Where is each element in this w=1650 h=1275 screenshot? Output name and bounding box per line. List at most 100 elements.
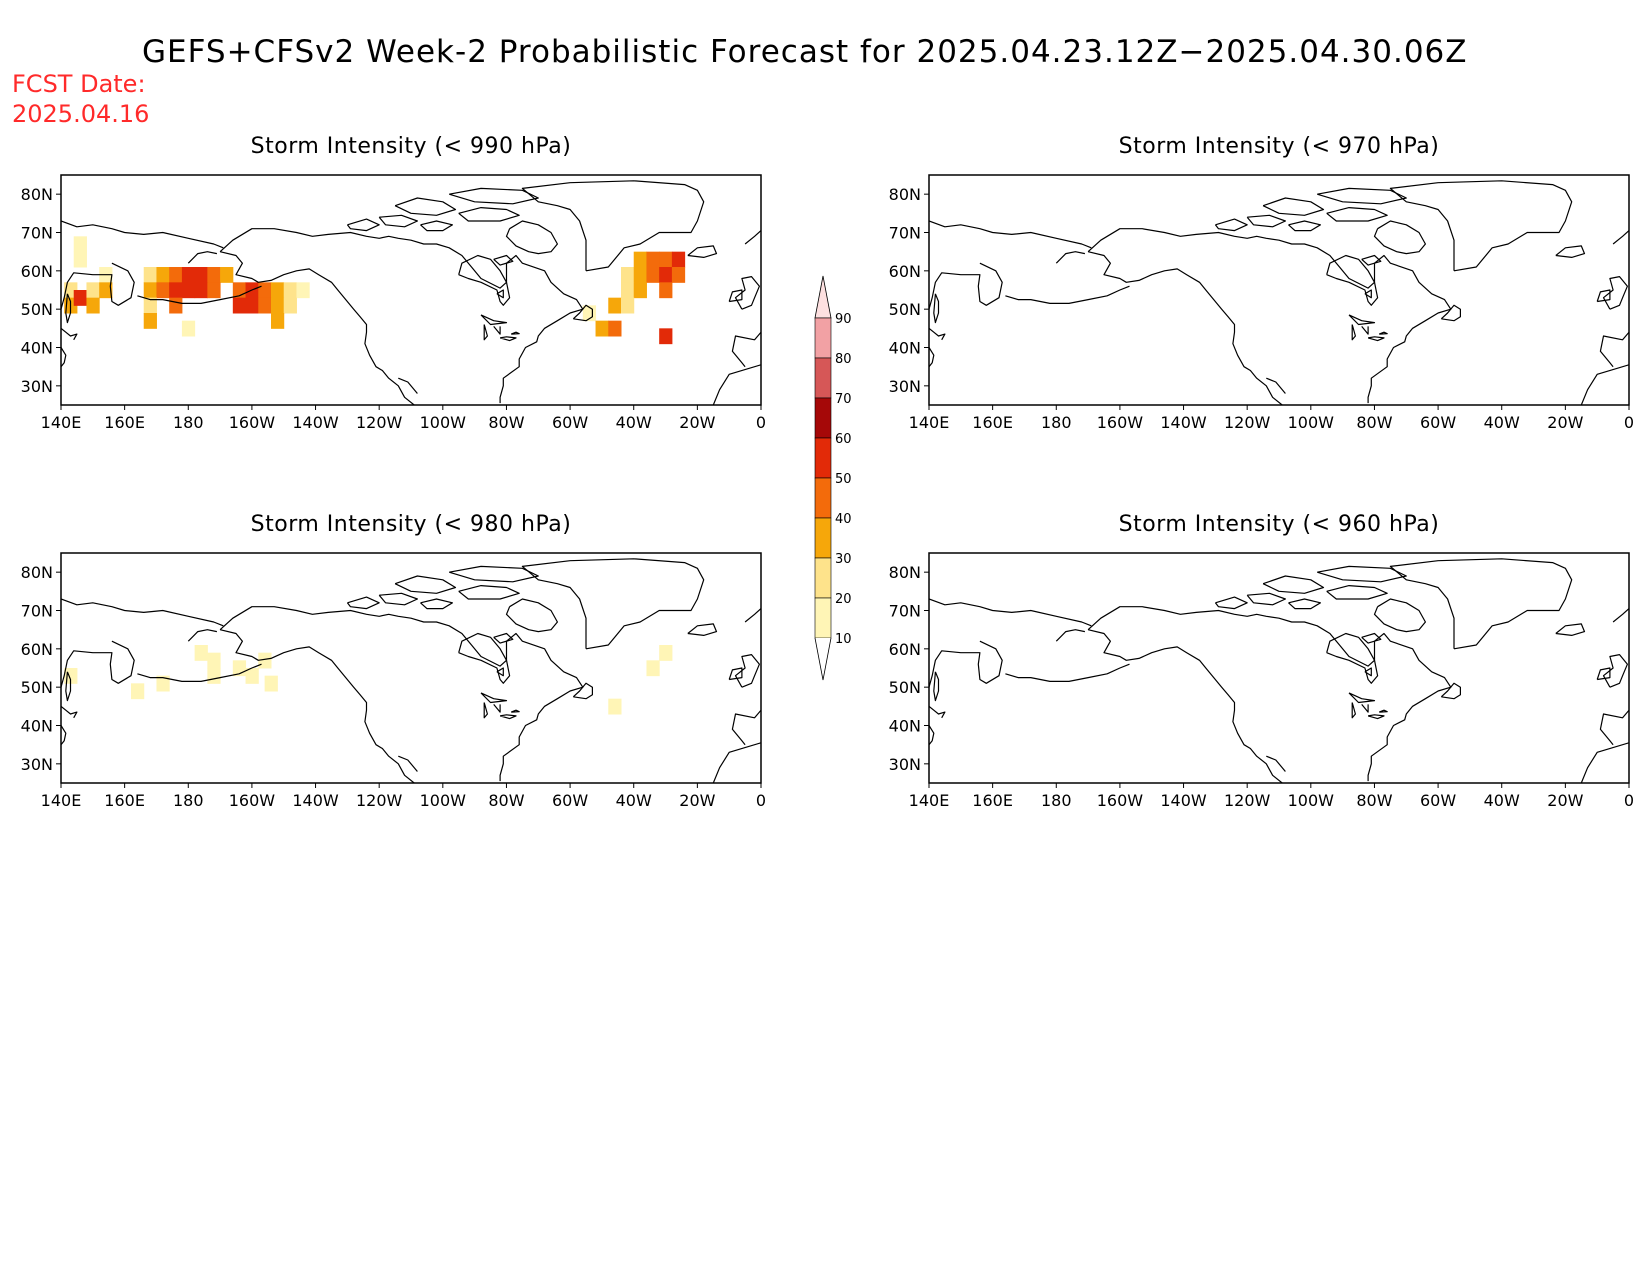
coastline	[1389, 558, 1573, 650]
coastline	[61, 347, 67, 368]
coastline	[728, 667, 743, 681]
coastline	[734, 276, 760, 310]
coastline	[346, 218, 380, 232]
coastline	[378, 214, 418, 228]
probability-cell	[245, 297, 259, 314]
colorbar-band	[814, 557, 832, 599]
coastline	[1351, 702, 1356, 719]
coastline	[219, 251, 415, 405]
coastline	[1378, 331, 1388, 335]
lon-tick-label: 140W	[292, 791, 339, 810]
lon-tick-label: 20W	[679, 791, 715, 810]
probability-cell	[73, 236, 87, 253]
coastline	[1361, 254, 1382, 266]
lat-tick-label: 50N	[889, 678, 921, 697]
lat-tick-label: 60N	[889, 262, 921, 281]
probability-cell	[169, 297, 183, 314]
probability-cell	[232, 297, 247, 314]
probability-cell	[181, 267, 196, 283]
coastline	[712, 364, 761, 405]
coastline	[1288, 598, 1321, 610]
lon-tick-label: 40W	[1484, 413, 1520, 432]
probability-cell	[633, 251, 647, 268]
probability-cell	[169, 267, 183, 283]
coastline	[1367, 714, 1385, 720]
probability-cell	[633, 282, 647, 299]
coastline	[499, 714, 517, 720]
lon-tick-label: 160E	[104, 413, 145, 432]
coastline	[458, 632, 511, 684]
coastline	[1266, 377, 1286, 394]
coastline	[1262, 197, 1325, 216]
coastline	[1262, 575, 1325, 594]
coastline	[449, 565, 539, 583]
panel-title: Storm Intensity (< 960 hPa)	[1119, 512, 1440, 537]
map-panel-p970: Storm Intensity (< 970 hPa) 140E 160E 180 16…	[889, 134, 1634, 432]
probability-cell	[633, 267, 647, 283]
lon-tick-label: 0	[1624, 791, 1634, 810]
coastline	[1361, 632, 1382, 644]
figure-title: GEFS+CFSv2 Week-2 Probabilistic Forecast…	[142, 34, 1468, 70]
lon-tick-label: 40W	[616, 791, 652, 810]
coastline	[219, 629, 415, 783]
coastline	[1317, 565, 1407, 583]
probability-cell	[271, 282, 285, 299]
coastline	[219, 606, 584, 782]
coastline	[398, 755, 418, 772]
map-panel-p990: Storm Intensity (< 990 hPa) 140E 160E 180 16…	[21, 134, 766, 432]
colorbar-tick-label: 50	[835, 472, 852, 487]
lon-tick-label: 20W	[1547, 413, 1583, 432]
coastline	[933, 293, 940, 324]
lat-tick-label: 30N	[21, 377, 53, 396]
lat-tick-label: 80N	[889, 185, 921, 204]
coastline	[1389, 180, 1573, 272]
lat-tick-label: 80N	[21, 563, 53, 582]
lon-tick-label: 100W	[1288, 413, 1335, 432]
coastline	[1599, 709, 1629, 746]
coastline	[1348, 314, 1376, 326]
coastline	[1055, 629, 1086, 642]
probability-cell	[181, 282, 196, 299]
coastline	[394, 575, 457, 594]
probability-cell	[86, 297, 100, 314]
probability-cell	[73, 251, 87, 268]
coastline	[496, 667, 504, 677]
coastline	[572, 304, 593, 322]
coastline	[61, 262, 135, 310]
coastline	[493, 632, 514, 644]
lat-tick-label: 70N	[21, 224, 53, 243]
coastline	[505, 598, 558, 633]
coastline	[1348, 692, 1376, 704]
probability-cell	[271, 313, 285, 329]
colorbar-tick-label: 10	[835, 632, 852, 647]
lat-tick-label: 40N	[889, 339, 921, 358]
probability-cell	[621, 282, 635, 299]
lon-tick-label: 100W	[1288, 791, 1335, 810]
probability-cell	[296, 282, 310, 299]
lat-tick-label: 70N	[889, 602, 921, 621]
coastline	[734, 654, 760, 688]
coastline	[483, 702, 488, 719]
probability-cell	[245, 668, 259, 684]
panel-title: Storm Intensity (< 970 hPa)	[1119, 134, 1440, 159]
lon-tick-label: 0	[756, 413, 766, 432]
coastline	[505, 220, 558, 255]
colorbar-band	[814, 437, 832, 479]
lon-tick-label: 140W	[1160, 791, 1207, 810]
lat-tick-label: 80N	[889, 563, 921, 582]
panel-title: Storm Intensity (< 980 hPa)	[251, 512, 572, 537]
probability-cell	[659, 282, 673, 299]
coastline	[1326, 254, 1379, 306]
lon-tick-label: 140W	[1160, 413, 1207, 432]
lat-tick-label: 80N	[21, 185, 53, 204]
coastline	[1087, 629, 1283, 783]
coastline	[1596, 667, 1611, 681]
colorbar-band	[814, 397, 832, 439]
colorbar-tick-label: 20	[835, 592, 852, 607]
coastline	[420, 598, 453, 610]
lon-tick-label: 180	[1041, 413, 1072, 432]
coastline	[65, 671, 72, 702]
coastline	[1580, 364, 1629, 405]
coastline	[483, 324, 488, 341]
lon-tick-label: 80W	[1356, 413, 1392, 432]
